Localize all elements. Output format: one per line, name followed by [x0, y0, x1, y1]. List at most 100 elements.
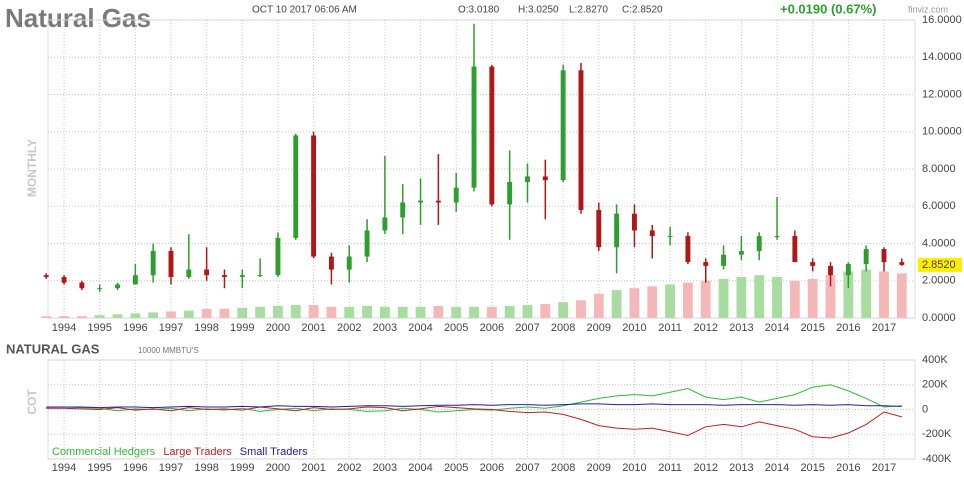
volume-bar	[183, 310, 194, 318]
candle-body	[828, 265, 833, 276]
x-tick-label: 2002	[337, 322, 361, 334]
x-tick-label: 1995	[87, 462, 111, 474]
candle-body	[257, 275, 263, 277]
volume-bar	[683, 282, 693, 318]
candle-body	[453, 187, 459, 203]
candle-body	[132, 275, 138, 285]
volume-bar	[825, 275, 836, 318]
x-tick-label: 2008	[551, 322, 575, 334]
x-tick-label: 2007	[515, 322, 539, 334]
y-tick-label: 2.0000	[922, 275, 956, 287]
last-price-box	[918, 257, 962, 272]
x-tick-label: 1994	[52, 462, 76, 474]
candle-body	[382, 217, 388, 231]
volume-bar	[896, 273, 907, 318]
cot-y-label: COT	[25, 389, 39, 415]
x-tick-label: 2004	[408, 322, 432, 334]
plot-frame	[47, 19, 916, 319]
x-tick-label: 2011	[658, 322, 682, 334]
candle-body	[79, 282, 85, 289]
volume-bar	[308, 304, 319, 318]
x-tick-label: 2009	[587, 462, 611, 474]
volume-bar	[593, 293, 604, 318]
volume-bar	[700, 280, 711, 318]
x-tick-label: 1998	[194, 322, 218, 334]
candle-body	[115, 284, 120, 289]
candle-body	[418, 200, 423, 203]
x-tick-label: 2017	[872, 322, 896, 334]
y-axis-label: MONTHLY	[25, 139, 39, 197]
volume-bar	[112, 314, 123, 318]
volume-bar	[879, 271, 889, 318]
candle-body	[756, 236, 762, 251]
legend-entry: Large Traders	[163, 446, 232, 458]
volume-bar	[469, 306, 479, 318]
x-tick-label: 2004	[408, 462, 432, 474]
candle-body	[738, 250, 744, 255]
candle-body	[204, 269, 210, 276]
x-tick-label: 2015	[800, 322, 824, 334]
y-tick-label: -200K	[922, 428, 952, 440]
volume-bar	[237, 307, 248, 318]
cot-line	[46, 405, 902, 439]
y-tick-label: 200K	[922, 379, 948, 391]
y-tick-label: 4.0000	[922, 237, 956, 249]
y-tick-label: 400K	[922, 354, 948, 366]
date: OCT 10 2017 06:06 AM	[252, 5, 357, 16]
candle-body	[43, 275, 49, 278]
volume-bar	[504, 305, 515, 318]
volume-bar	[219, 308, 230, 318]
volume-bar	[718, 278, 729, 318]
volume-bar	[665, 284, 675, 318]
candle-body	[328, 256, 334, 270]
candle-body	[792, 236, 798, 263]
candle-body	[222, 275, 227, 278]
source: finviz.com	[908, 4, 948, 14]
candle-body	[507, 182, 513, 205]
volume-bar	[379, 306, 390, 318]
change: +0.0190 (0.67%)	[780, 1, 876, 16]
candle-body	[186, 269, 192, 278]
candle-body	[61, 277, 67, 283]
x-tick-label: 2013	[729, 462, 753, 474]
volume-bar	[576, 300, 586, 318]
x-tick-label: 2003	[373, 462, 397, 474]
x-tick-label: 2014	[765, 462, 789, 474]
x-tick-label: 2001	[301, 462, 325, 474]
volume-bar	[344, 306, 355, 318]
candle-body	[774, 236, 780, 238]
volume-bar	[433, 305, 444, 318]
x-tick-label: 2010	[622, 462, 646, 474]
volume-bar	[397, 306, 408, 318]
volume-bar	[166, 311, 176, 318]
candle-body	[596, 209, 602, 248]
candle-body	[614, 213, 620, 248]
candle-body	[721, 254, 727, 266]
candle-body	[863, 249, 869, 264]
x-tick-label: 2013	[729, 322, 753, 334]
x-tick-label: 1996	[123, 322, 147, 334]
candle-body	[364, 230, 370, 257]
y-tick-label: 10.0000	[922, 126, 962, 138]
cot-line	[46, 384, 902, 413]
x-tick-label: 2006	[480, 462, 504, 474]
volume-bar	[558, 302, 569, 318]
candle-body	[435, 200, 441, 203]
y-tick-label: 14.0000	[922, 51, 962, 63]
x-tick-label: 2001	[301, 322, 325, 334]
x-tick-label: 2016	[836, 462, 860, 474]
candle-body	[168, 250, 174, 278]
candle-body	[542, 176, 548, 181]
y-tick-label: 16.0000	[922, 14, 962, 26]
candle-body	[150, 250, 156, 276]
x-tick-label: 1998	[194, 462, 218, 474]
volume-bar	[522, 304, 533, 318]
page-title: Natural Gas	[5, 3, 151, 33]
legend-entry: Small Traders	[240, 446, 308, 458]
low: L:2.8270	[569, 5, 608, 16]
x-tick-label: 2006	[480, 322, 504, 334]
candle-body	[525, 176, 530, 183]
volume-bar	[255, 306, 266, 318]
candle-body	[97, 288, 103, 290]
